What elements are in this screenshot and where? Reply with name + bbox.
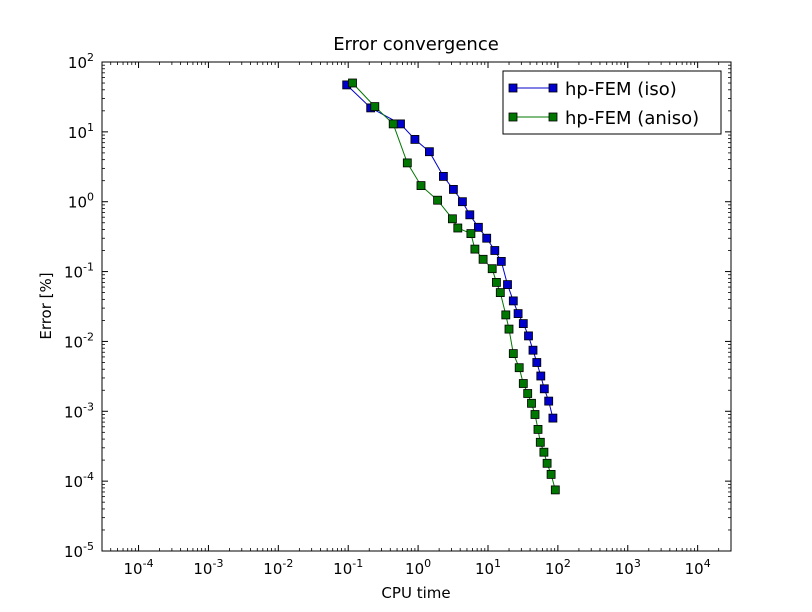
- data-point: [447, 214, 457, 224]
- legend-marker: [508, 83, 518, 93]
- data-point: [518, 319, 528, 329]
- data-point: [478, 254, 488, 264]
- data-point: [490, 246, 500, 255]
- legend-marker: [548, 83, 558, 93]
- data-point: [503, 280, 512, 290]
- y-tick-label: 10-1: [64, 261, 94, 282]
- data-point: [388, 119, 398, 129]
- data-point: [473, 222, 483, 232]
- data-point: [542, 458, 552, 468]
- legend-label: hp-FEM (iso): [565, 79, 677, 100]
- data-point: [348, 78, 357, 88]
- x-tick-label: 103: [615, 557, 641, 578]
- data-point: [396, 119, 405, 129]
- data-point: [524, 331, 533, 341]
- data-point: [504, 324, 514, 334]
- data-point: [501, 310, 511, 320]
- data-point: [527, 398, 536, 408]
- legend: hp-FEM (iso) hp-FEM (aniso): [502, 70, 722, 135]
- data-point: [424, 147, 434, 157]
- data-point: [532, 358, 542, 367]
- data-point: [370, 102, 380, 111]
- data-point: [416, 181, 426, 191]
- x-tick-label: 10-1: [333, 557, 363, 578]
- data-point: [491, 277, 501, 287]
- y-tick-label: 102: [68, 51, 94, 72]
- data-point: [535, 437, 545, 447]
- data-point: [482, 233, 492, 243]
- y-tick-label: 10-2: [64, 330, 94, 351]
- data-point: [536, 371, 546, 381]
- data-point: [433, 195, 443, 205]
- legend-label: hp-FEM (aniso): [565, 108, 699, 129]
- y-tick-label: 10-3: [64, 400, 94, 421]
- x-axis-label: CPU time: [381, 584, 450, 602]
- legend-box: [502, 70, 722, 135]
- x-tick-label: 104: [685, 557, 711, 578]
- data-point: [487, 264, 497, 274]
- x-tick-label: 100: [405, 557, 431, 578]
- data-point: [544, 396, 554, 406]
- series-line-2: [352, 82, 556, 491]
- data-point: [402, 158, 412, 168]
- x-tick-label: 101: [475, 557, 501, 578]
- data-point: [518, 379, 528, 388]
- data-point: [508, 296, 518, 306]
- x-tick-label: 10-2: [263, 557, 293, 578]
- plot-area: 10-4 10-3 10-2 10-1 100 101 102 103 104 10-5 10-4 1…: [64, 51, 732, 578]
- legend-marker: [548, 112, 558, 122]
- x-tick-label: 10-4: [124, 557, 154, 578]
- data-point: [470, 244, 480, 254]
- data-point: [465, 210, 475, 220]
- data-point: [528, 345, 538, 355]
- data-point: [508, 349, 518, 359]
- data-point: [530, 410, 540, 419]
- data-point: [513, 309, 523, 319]
- legend-marker: [508, 112, 518, 122]
- data-point: [514, 363, 524, 373]
- data-point: [466, 229, 476, 239]
- y-tick-label: 10-5: [64, 540, 94, 561]
- data-point: [523, 389, 533, 398]
- data-point: [496, 256, 506, 266]
- y-tick-label: 101: [68, 121, 94, 142]
- data-point: [448, 184, 458, 194]
- y-tick-label: 10-4: [64, 470, 94, 491]
- x-tick-label: 102: [545, 557, 571, 578]
- data-point: [539, 447, 549, 457]
- plot-frame: [101, 61, 732, 552]
- data-point: [495, 288, 505, 298]
- data-point: [546, 469, 556, 479]
- y-axis-label: Error [%]: [37, 272, 55, 339]
- data-point: [438, 171, 448, 181]
- data-point: [548, 413, 558, 423]
- data-point: [457, 197, 467, 207]
- x-tick-label: 10-3: [193, 557, 223, 578]
- data-point: [550, 485, 560, 495]
- chart-title: Error convergence: [333, 34, 499, 55]
- data-point: [410, 134, 420, 144]
- data-point: [453, 223, 463, 233]
- data-point: [533, 424, 543, 434]
- y-tick-label: 100: [68, 191, 94, 212]
- data-point: [539, 384, 549, 394]
